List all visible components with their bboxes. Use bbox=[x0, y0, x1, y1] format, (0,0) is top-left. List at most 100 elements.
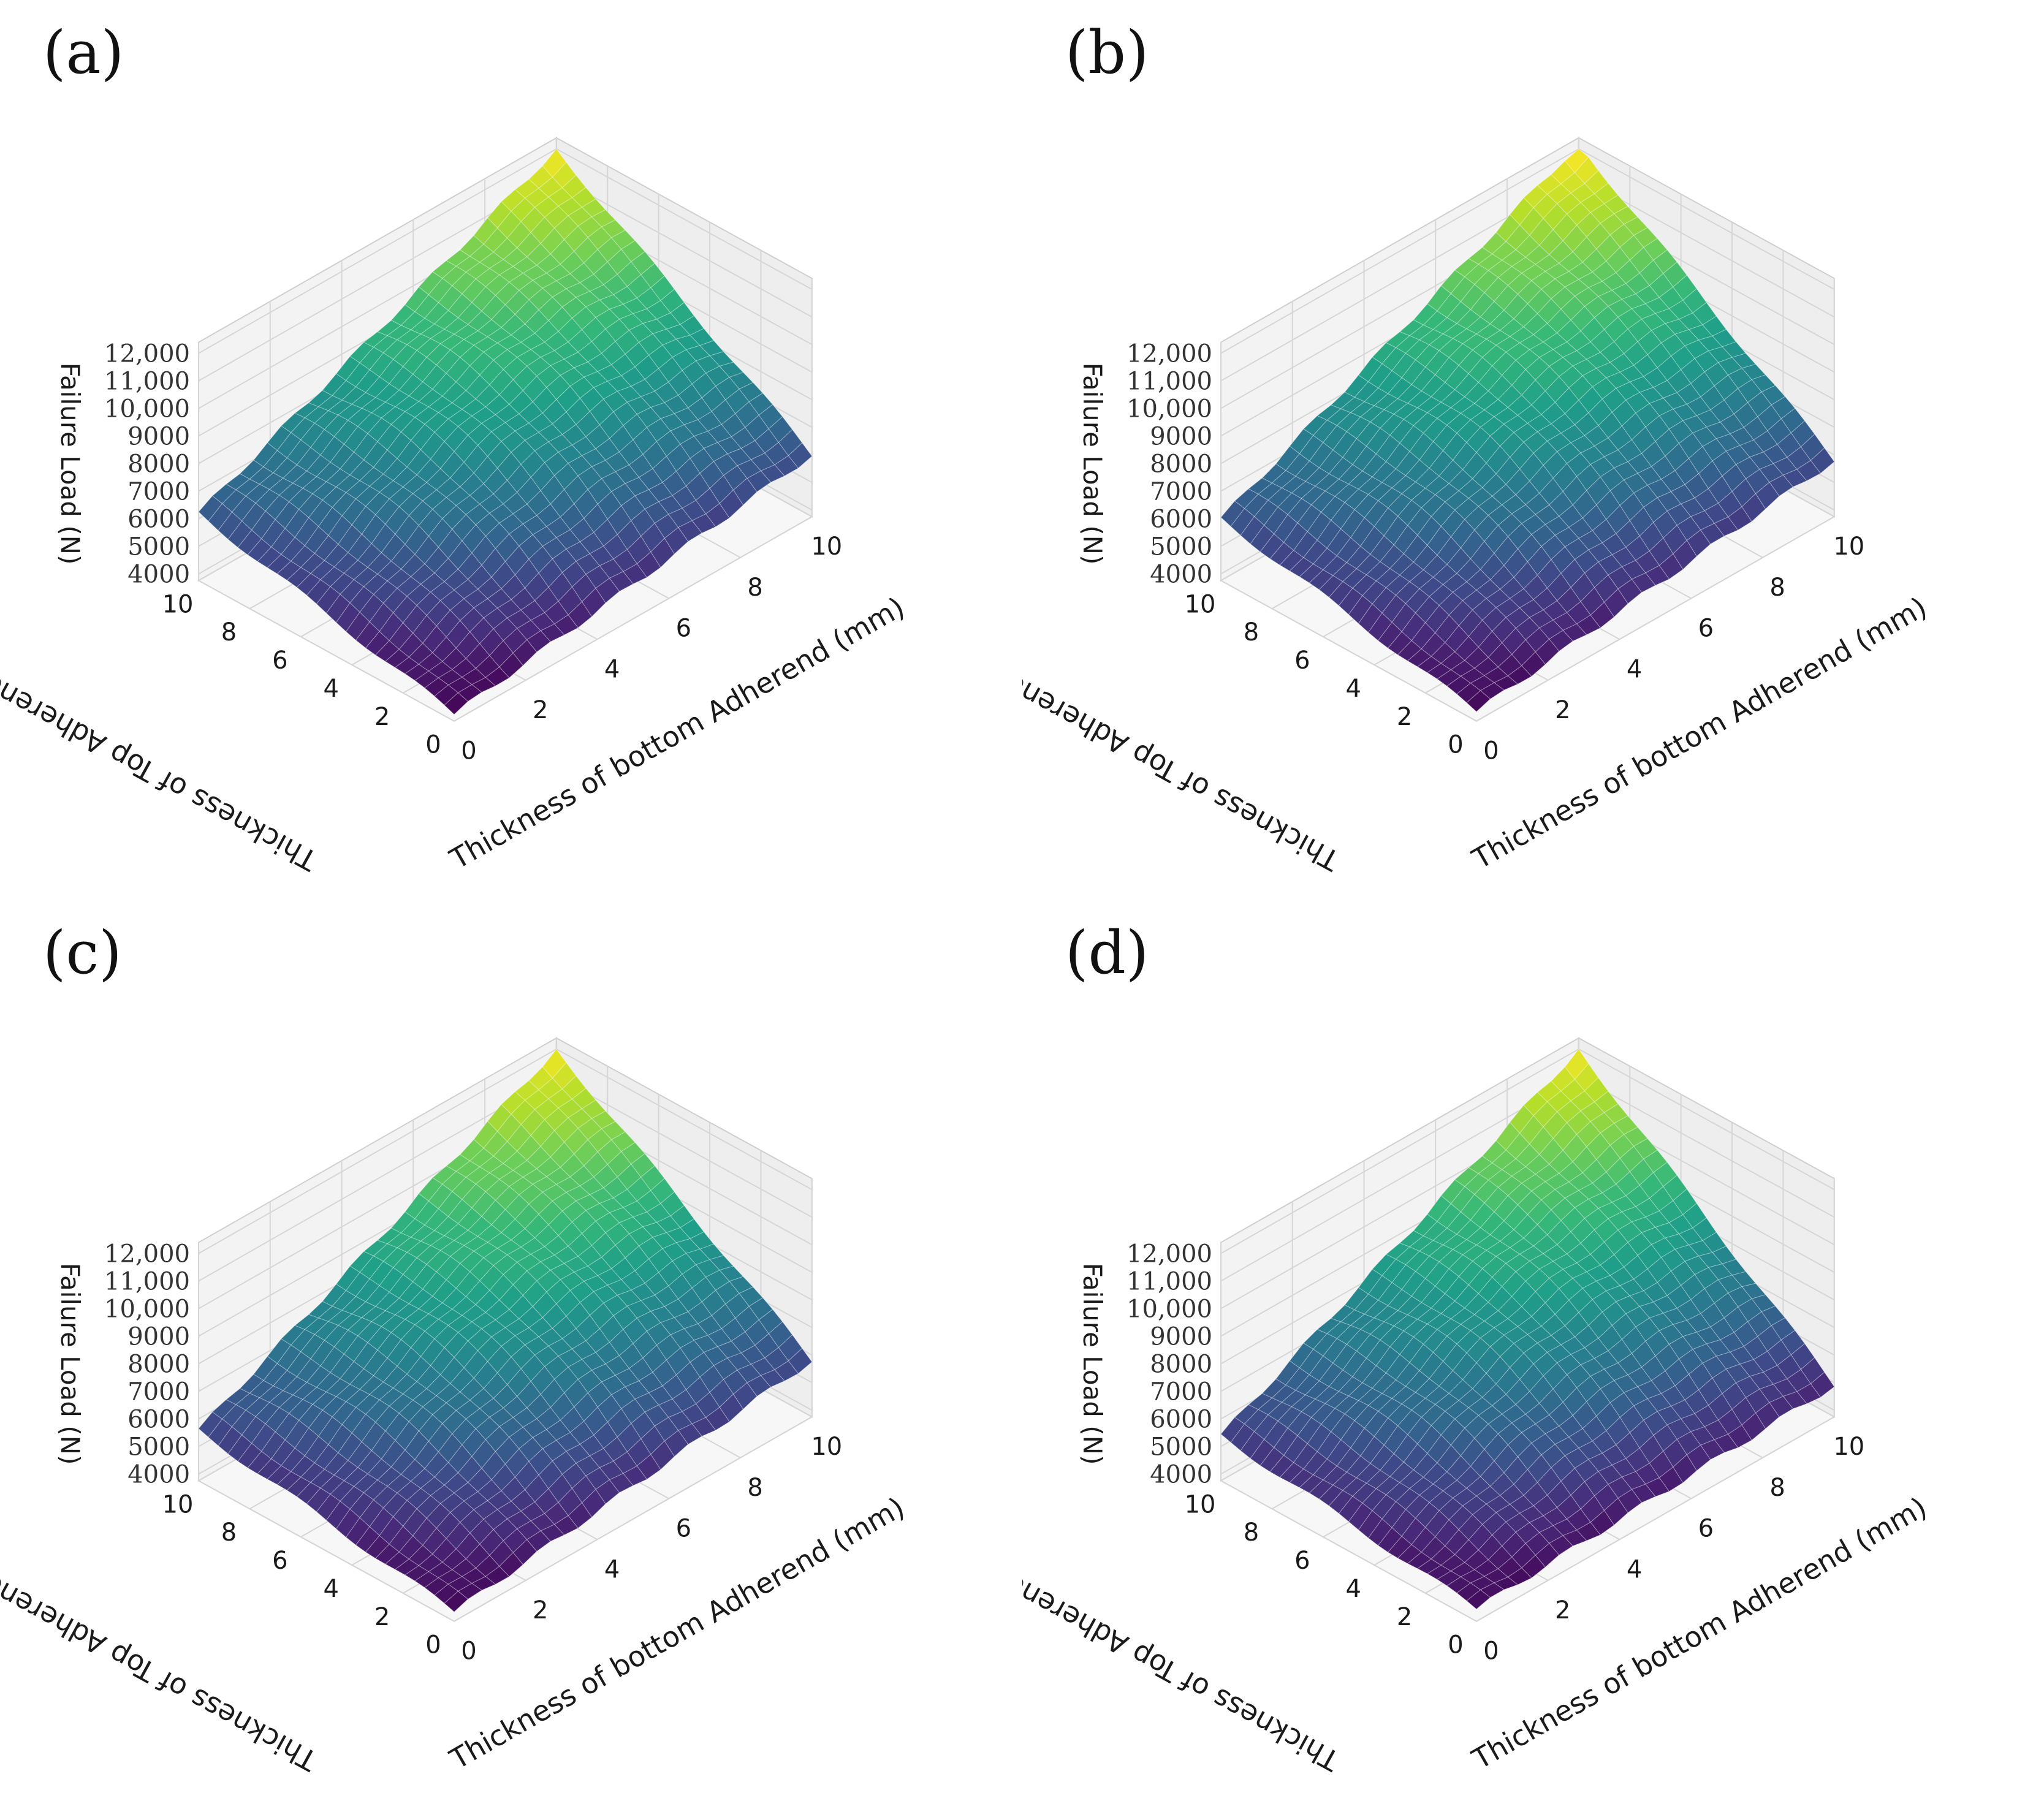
surface-patch bbox=[420, 1230, 445, 1246]
surface-patch bbox=[1684, 1389, 1709, 1414]
surface-patch bbox=[1489, 1472, 1514, 1496]
surface-patch bbox=[363, 1349, 388, 1376]
grid-line bbox=[1578, 1048, 1835, 1191]
surface-patch bbox=[1434, 1393, 1459, 1412]
y-tick-label: 0 bbox=[425, 1631, 441, 1659]
surface-patch bbox=[412, 615, 437, 644]
panel-c: (c) 4000 5000 6000 7000 8000 9000 10,000 11,000… bbox=[0, 900, 1022, 1801]
surface-patch bbox=[1340, 1310, 1366, 1326]
surface-patch bbox=[320, 436, 345, 463]
surface-patch bbox=[1629, 1158, 1654, 1186]
surface-patch bbox=[467, 1468, 492, 1492]
surface-patch bbox=[685, 1376, 710, 1405]
surface-patch bbox=[1287, 1411, 1312, 1436]
surface-patch bbox=[607, 1151, 632, 1178]
surface-patch bbox=[693, 1335, 718, 1353]
surface-patch bbox=[607, 1279, 632, 1296]
surface-patch bbox=[1582, 248, 1607, 273]
surface-patch bbox=[677, 1423, 702, 1445]
surface-patch bbox=[316, 586, 341, 614]
surface-patch bbox=[732, 477, 758, 506]
z-tick-label: 7000 bbox=[127, 478, 190, 506]
surface-patch bbox=[1519, 1505, 1544, 1523]
grid-line bbox=[1578, 148, 1835, 290]
surface-patch bbox=[1670, 345, 1695, 371]
surface-patch bbox=[1454, 373, 1479, 398]
surface-patch bbox=[634, 1392, 659, 1412]
surface-patch bbox=[431, 260, 457, 279]
surface-patch bbox=[544, 331, 569, 351]
surface-patch bbox=[1362, 580, 1387, 605]
surface-patch bbox=[471, 677, 496, 693]
surface-patch bbox=[758, 1308, 783, 1335]
z-tick-label: 7000 bbox=[127, 1378, 190, 1406]
surface-patch bbox=[1694, 488, 1719, 512]
surface-patch bbox=[1692, 427, 1717, 447]
surface-patch bbox=[1362, 453, 1387, 477]
surface-patch bbox=[1717, 1275, 1742, 1294]
y-tick-label: 10 bbox=[1185, 590, 1216, 618]
surface-patch bbox=[1668, 1214, 1693, 1235]
surface-patch bbox=[1582, 504, 1607, 531]
surface-patch bbox=[408, 1289, 433, 1310]
surface-patch bbox=[1559, 365, 1583, 389]
surface-patch bbox=[1434, 1268, 1459, 1294]
surface-patch bbox=[231, 1409, 256, 1436]
surface-patch bbox=[1502, 1271, 1526, 1297]
surface-patch bbox=[251, 510, 276, 540]
surface-patch bbox=[1362, 1365, 1387, 1389]
surface-patch bbox=[1537, 559, 1562, 589]
y-tick-label: 8 bbox=[221, 1519, 237, 1547]
surface-patch bbox=[503, 491, 528, 515]
surface-patch bbox=[553, 614, 579, 635]
surface-patch bbox=[514, 1461, 539, 1490]
surface-patch bbox=[1594, 183, 1619, 205]
surface-patch bbox=[397, 1481, 422, 1501]
x-tick-label: 2 bbox=[533, 1596, 548, 1625]
surface-patch bbox=[198, 1411, 223, 1438]
surface-patch bbox=[1525, 357, 1550, 381]
surface-patch bbox=[300, 1462, 325, 1483]
surface-patch bbox=[680, 1218, 705, 1240]
surface-patch bbox=[1753, 1351, 1778, 1373]
surface-patch bbox=[1385, 442, 1410, 469]
surface-patch bbox=[1521, 1555, 1546, 1579]
surface-patch bbox=[731, 427, 756, 449]
surface-patch bbox=[394, 656, 420, 675]
surface-patch bbox=[514, 178, 539, 199]
surface-patch bbox=[1409, 433, 1434, 461]
surface-patch bbox=[1700, 1439, 1725, 1460]
surface-patch bbox=[595, 1479, 620, 1504]
surface-patch bbox=[469, 1519, 494, 1545]
surface-patch bbox=[1358, 603, 1383, 633]
surface-patch bbox=[1466, 690, 1491, 713]
surface-patch bbox=[1673, 540, 1697, 571]
z-axis-label: Failure Load (N) bbox=[1077, 363, 1107, 565]
surface-patch bbox=[1657, 491, 1682, 512]
surface-patch bbox=[503, 1396, 528, 1418]
surface-patch bbox=[1755, 482, 1780, 510]
x-tick-label: 0 bbox=[461, 1637, 476, 1666]
x-tick-label: 0 bbox=[1483, 1637, 1499, 1666]
surface-patch bbox=[382, 588, 408, 613]
surface-patch bbox=[325, 594, 351, 623]
surface-patch bbox=[345, 1389, 370, 1408]
surface bbox=[1220, 148, 1835, 713]
surface-patch bbox=[636, 1311, 661, 1332]
surface-patch bbox=[1515, 349, 1540, 370]
surface-patch bbox=[717, 436, 742, 455]
surface-patch bbox=[1782, 1391, 1807, 1409]
surface-patch bbox=[705, 502, 730, 528]
surface-patch bbox=[1442, 323, 1467, 339]
surface-patch bbox=[560, 1272, 585, 1291]
surface-patch bbox=[1259, 533, 1285, 559]
surface-patch bbox=[412, 1517, 437, 1546]
surface-patch bbox=[467, 564, 492, 590]
surface-patch bbox=[384, 390, 410, 408]
y-tick-label: 2 bbox=[374, 703, 390, 731]
x-tick-label: 8 bbox=[1769, 1474, 1785, 1502]
surface-patch bbox=[1727, 1286, 1752, 1308]
surface-patch bbox=[1401, 1392, 1426, 1411]
surface-patch bbox=[1491, 483, 1516, 506]
surface-patch bbox=[1473, 1559, 1499, 1577]
